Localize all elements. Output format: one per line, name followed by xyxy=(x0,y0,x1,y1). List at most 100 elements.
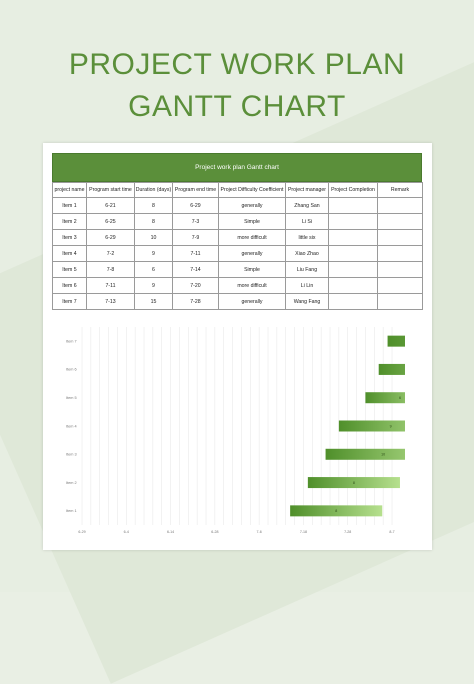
table-cell[interactable]: Item 7 xyxy=(52,293,87,310)
column-header: Program end time xyxy=(172,182,219,198)
table-cell[interactable]: 6-29 xyxy=(86,229,135,246)
table-cell[interactable]: Zhang San xyxy=(285,197,329,214)
table-cell[interactable]: Simple xyxy=(218,261,286,278)
table-cell[interactable]: Item 1 xyxy=(52,197,87,214)
gantt-table: Project work plan Gantt chart project na… xyxy=(52,153,423,310)
table-cell[interactable]: more difficult xyxy=(218,277,286,294)
bar-data-label: 9 xyxy=(390,424,392,428)
bar-data-label: 8 xyxy=(353,481,355,485)
table-row: Item 3 6-29 10 7-9 more difficult little… xyxy=(52,229,423,246)
table-cell[interactable]: generally xyxy=(218,197,286,214)
table-cell[interactable]: Item 2 xyxy=(52,213,87,230)
table-cell[interactable]: 10 xyxy=(134,229,173,246)
bar-data-label: 6 xyxy=(399,396,401,400)
table-cell[interactable]: Item 6 xyxy=(52,277,87,294)
table-cell[interactable] xyxy=(377,245,423,262)
table-cell[interactable]: 15 xyxy=(134,293,173,310)
table-cell[interactable]: Li Si xyxy=(285,213,329,230)
table-cell[interactable]: 7-11 xyxy=(172,245,219,262)
gantt-chart-svg: 6-29 6-4 6-14 6-28 7-6 7-18 7-28 8-7 Item 1 Item … xyxy=(66,327,405,534)
table-cell[interactable]: 7-11 xyxy=(86,277,135,294)
table-cell[interactable]: Item 4 xyxy=(52,245,87,262)
x-tick-label: 6-4 xyxy=(124,530,129,534)
x-tick-label: 7-6 xyxy=(257,530,262,534)
table-cell[interactable]: 9 xyxy=(134,277,173,294)
column-header: Project Completion xyxy=(328,182,378,198)
gantt-bar xyxy=(307,477,400,489)
plan-table: project name Program start time Duration… xyxy=(52,182,423,310)
bar-data-label: 10 xyxy=(381,453,385,457)
table-cell[interactable]: 7-14 xyxy=(172,261,219,278)
table-cell[interactable]: Li Lin xyxy=(285,277,329,294)
table-cell[interactable]: 6 xyxy=(134,261,173,278)
y-category-label: Item 6 xyxy=(66,368,77,372)
table-cell[interactable]: 6-21 xyxy=(86,197,135,214)
x-tick-label: 6-29 xyxy=(78,530,85,534)
table-cell[interactable] xyxy=(377,261,423,278)
gantt-bar xyxy=(290,505,383,517)
y-category-label: Item 4 xyxy=(66,424,77,428)
table-cell[interactable]: 6-29 xyxy=(172,197,219,214)
table-cell[interactable]: Item 5 xyxy=(52,261,87,278)
table-cell[interactable]: 8 xyxy=(134,197,173,214)
table-cell[interactable]: 6-25 xyxy=(86,213,135,230)
table-cell[interactable]: 7-28 xyxy=(172,293,219,310)
table-cell[interactable]: 7-3 xyxy=(172,213,219,230)
page-title-line-2: GANTT CHART xyxy=(128,90,346,123)
table-cell[interactable] xyxy=(328,293,378,310)
table-cell[interactable]: 7-8 xyxy=(86,261,135,278)
y-category-label: Item 2 xyxy=(66,481,77,485)
gantt-bar xyxy=(387,335,405,347)
y-category-label: Item 5 xyxy=(66,396,77,400)
table-cell[interactable]: 8 xyxy=(134,213,173,230)
table-cell[interactable] xyxy=(377,197,423,214)
y-category-label: Item 7 xyxy=(66,339,77,343)
table-cell[interactable] xyxy=(377,293,423,310)
table-cell[interactable] xyxy=(328,245,378,262)
gantt-bar xyxy=(338,420,405,432)
gantt-bar xyxy=(378,363,405,375)
table-cell[interactable]: Liu Fang xyxy=(285,261,329,278)
table-cell[interactable]: 9 xyxy=(134,245,173,262)
gantt-bar xyxy=(325,448,405,460)
x-tick-label: 7-18 xyxy=(300,530,307,534)
table-cell[interactable]: Simple xyxy=(218,213,286,230)
table-cell[interactable]: generally xyxy=(218,245,286,262)
table-cell[interactable] xyxy=(377,277,423,294)
column-header: Project manager xyxy=(285,182,329,198)
column-header: Project Difficulty Coefficient xyxy=(218,182,286,198)
table-cell[interactable] xyxy=(328,213,378,230)
table-cell[interactable]: 7-9 xyxy=(172,229,219,246)
table-cell[interactable] xyxy=(328,261,378,278)
gantt-chart: 6-29 6-4 6-14 6-28 7-6 7-18 7-28 8-7 Item 1 Item … xyxy=(60,323,405,535)
table-cell[interactable] xyxy=(328,197,378,214)
table-cell[interactable]: Item 3 xyxy=(52,229,87,246)
bar-data-label: 8 xyxy=(335,509,337,513)
table-row: Item 4 7-2 9 7-11 generally Xiao Zhao xyxy=(52,245,423,262)
x-tick-label: 6-28 xyxy=(211,530,218,534)
y-category-label: Item 3 xyxy=(66,453,77,457)
table-row: Item 2 6-25 8 7-3 Simple Li Si xyxy=(52,213,423,230)
column-header: Program start time xyxy=(86,182,135,198)
table-cell[interactable]: Xiao Zhao xyxy=(285,245,329,262)
column-header: project name xyxy=(52,182,87,198)
table-cell[interactable] xyxy=(377,213,423,230)
table-cell[interactable] xyxy=(328,277,378,294)
column-header: Duration (days) xyxy=(134,182,173,198)
table-cell[interactable]: little six xyxy=(285,229,329,246)
table-cell[interactable]: 7-20 xyxy=(172,277,219,294)
table-cell[interactable]: 7-13 xyxy=(86,293,135,310)
table-cell[interactable]: generally xyxy=(218,293,286,310)
page-title-line-1: PROJECT WORK PLAN xyxy=(68,48,406,81)
table-cell[interactable]: 7-2 xyxy=(86,245,135,262)
y-category-label: Item 1 xyxy=(66,509,77,513)
table-row: Item 7 7-13 15 7-28 generally Wang Fang xyxy=(52,293,423,310)
x-tick-label: 7-28 xyxy=(344,530,351,534)
x-tick-label: 6-14 xyxy=(167,530,174,534)
table-cell[interactable]: Wang Fang xyxy=(285,293,329,310)
table-cell[interactable] xyxy=(377,229,423,246)
table-row: Item 1 6-21 8 6-29 generally Zhang San xyxy=(52,197,423,214)
table-header-row: project name Program start time Duration… xyxy=(52,182,423,198)
table-cell[interactable] xyxy=(328,229,378,246)
table-cell[interactable]: more difficult xyxy=(218,229,286,246)
